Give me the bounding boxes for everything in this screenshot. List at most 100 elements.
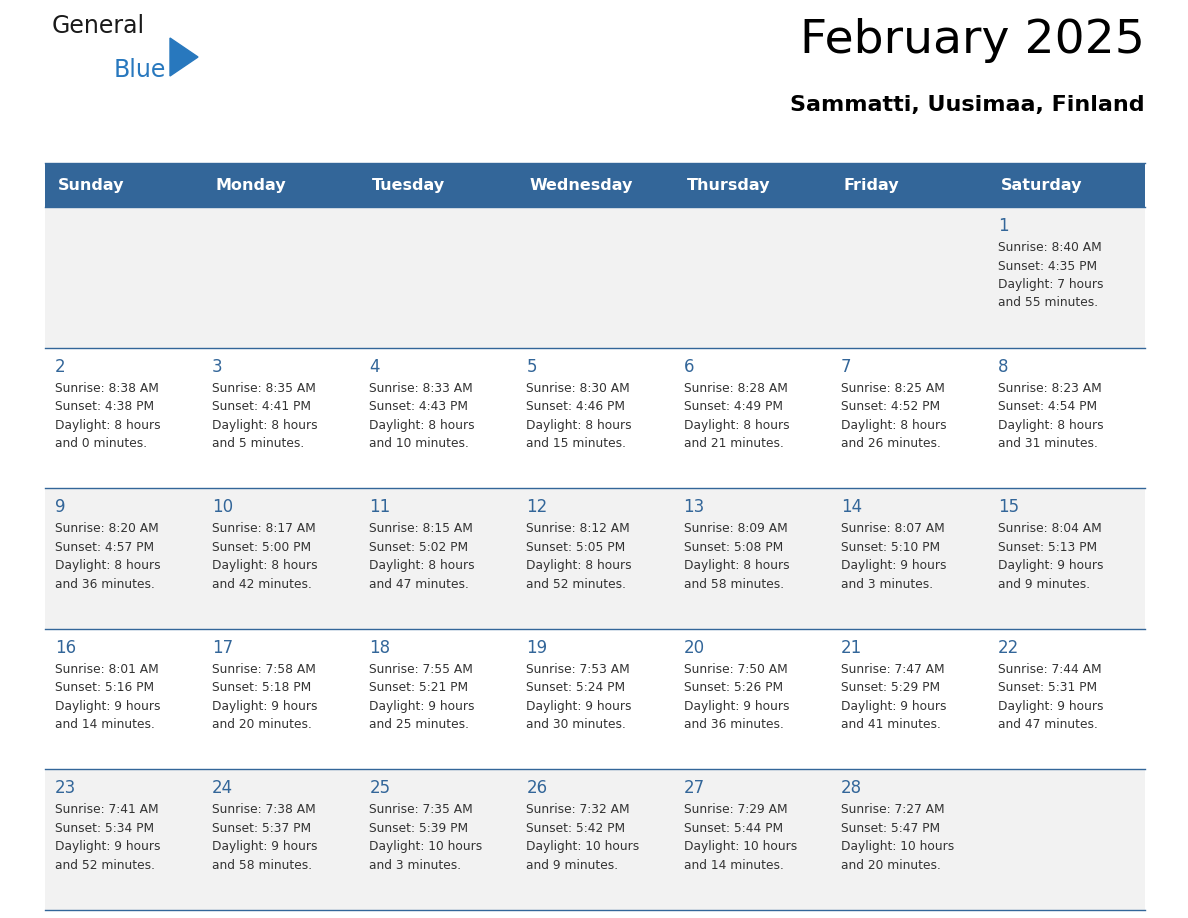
Bar bbox=[45, 488, 1145, 629]
Text: Sunset: 5:47 PM: Sunset: 5:47 PM bbox=[841, 822, 940, 834]
Text: Sunset: 4:57 PM: Sunset: 4:57 PM bbox=[55, 541, 154, 554]
Text: Sunset: 5:18 PM: Sunset: 5:18 PM bbox=[213, 681, 311, 694]
Text: Sunset: 5:42 PM: Sunset: 5:42 PM bbox=[526, 822, 626, 834]
Text: Sunset: 5:39 PM: Sunset: 5:39 PM bbox=[369, 822, 468, 834]
Text: Daylight: 9 hours: Daylight: 9 hours bbox=[55, 700, 160, 712]
Text: Sunset: 4:49 PM: Sunset: 4:49 PM bbox=[683, 400, 783, 413]
Text: Daylight: 8 hours: Daylight: 8 hours bbox=[841, 419, 947, 431]
Text: Daylight: 8 hours: Daylight: 8 hours bbox=[213, 419, 317, 431]
Text: Daylight: 9 hours: Daylight: 9 hours bbox=[998, 700, 1104, 712]
Text: 1: 1 bbox=[998, 217, 1009, 235]
Text: Daylight: 8 hours: Daylight: 8 hours bbox=[998, 419, 1104, 431]
Text: Daylight: 8 hours: Daylight: 8 hours bbox=[55, 559, 160, 572]
Text: Sunrise: 8:35 AM: Sunrise: 8:35 AM bbox=[213, 382, 316, 395]
Text: Sunrise: 7:50 AM: Sunrise: 7:50 AM bbox=[683, 663, 788, 676]
Text: Daylight: 9 hours: Daylight: 9 hours bbox=[683, 700, 789, 712]
Text: and 52 minutes.: and 52 minutes. bbox=[526, 577, 626, 590]
Text: February 2025: February 2025 bbox=[801, 18, 1145, 63]
Text: Sunrise: 7:44 AM: Sunrise: 7:44 AM bbox=[998, 663, 1101, 676]
Bar bbox=[45, 769, 1145, 910]
Text: Sunrise: 7:55 AM: Sunrise: 7:55 AM bbox=[369, 663, 473, 676]
Text: and 3 minutes.: and 3 minutes. bbox=[841, 577, 933, 590]
Text: Friday: Friday bbox=[843, 177, 899, 193]
Bar bbox=[45, 207, 1145, 348]
Text: and 41 minutes.: and 41 minutes. bbox=[841, 718, 941, 732]
Text: Sunset: 5:21 PM: Sunset: 5:21 PM bbox=[369, 681, 468, 694]
Text: and 0 minutes.: and 0 minutes. bbox=[55, 437, 147, 450]
Text: Sunset: 5:16 PM: Sunset: 5:16 PM bbox=[55, 681, 154, 694]
Text: and 55 minutes.: and 55 minutes. bbox=[998, 297, 1098, 309]
Text: 9: 9 bbox=[55, 498, 65, 516]
Text: Sunrise: 8:30 AM: Sunrise: 8:30 AM bbox=[526, 382, 630, 395]
Text: Sunrise: 8:38 AM: Sunrise: 8:38 AM bbox=[55, 382, 159, 395]
Text: and 15 minutes.: and 15 minutes. bbox=[526, 437, 626, 450]
Text: Daylight: 10 hours: Daylight: 10 hours bbox=[369, 840, 482, 854]
Text: and 36 minutes.: and 36 minutes. bbox=[683, 718, 783, 732]
Text: 4: 4 bbox=[369, 358, 380, 375]
Text: 8: 8 bbox=[998, 358, 1009, 375]
Text: Sunrise: 8:09 AM: Sunrise: 8:09 AM bbox=[683, 522, 788, 535]
Text: and 21 minutes.: and 21 minutes. bbox=[683, 437, 783, 450]
Text: Daylight: 8 hours: Daylight: 8 hours bbox=[683, 559, 789, 572]
Text: Blue: Blue bbox=[114, 58, 166, 82]
Text: Daylight: 10 hours: Daylight: 10 hours bbox=[526, 840, 639, 854]
Text: Daylight: 8 hours: Daylight: 8 hours bbox=[55, 419, 160, 431]
Text: and 58 minutes.: and 58 minutes. bbox=[213, 859, 312, 872]
Text: Sunrise: 7:32 AM: Sunrise: 7:32 AM bbox=[526, 803, 630, 816]
Text: 14: 14 bbox=[841, 498, 861, 516]
Text: Sunset: 4:41 PM: Sunset: 4:41 PM bbox=[213, 400, 311, 413]
Text: 15: 15 bbox=[998, 498, 1019, 516]
Polygon shape bbox=[170, 38, 198, 76]
Text: and 26 minutes.: and 26 minutes. bbox=[841, 437, 941, 450]
Text: Sunrise: 7:47 AM: Sunrise: 7:47 AM bbox=[841, 663, 944, 676]
Text: Daylight: 10 hours: Daylight: 10 hours bbox=[683, 840, 797, 854]
Text: and 9 minutes.: and 9 minutes. bbox=[998, 577, 1089, 590]
Text: Sunset: 5:29 PM: Sunset: 5:29 PM bbox=[841, 681, 940, 694]
Text: Sunset: 5:00 PM: Sunset: 5:00 PM bbox=[213, 541, 311, 554]
Text: and 31 minutes.: and 31 minutes. bbox=[998, 437, 1098, 450]
Text: Sunrise: 8:28 AM: Sunrise: 8:28 AM bbox=[683, 382, 788, 395]
Text: Daylight: 8 hours: Daylight: 8 hours bbox=[526, 559, 632, 572]
Text: Daylight: 9 hours: Daylight: 9 hours bbox=[526, 700, 632, 712]
Text: Sunrise: 8:01 AM: Sunrise: 8:01 AM bbox=[55, 663, 159, 676]
Text: Sunrise: 8:12 AM: Sunrise: 8:12 AM bbox=[526, 522, 630, 535]
Text: 3: 3 bbox=[213, 358, 223, 375]
Text: and 10 minutes.: and 10 minutes. bbox=[369, 437, 469, 450]
Bar bbox=[988, 163, 1145, 207]
Text: 17: 17 bbox=[213, 639, 233, 656]
Text: 7: 7 bbox=[841, 358, 852, 375]
Text: and 58 minutes.: and 58 minutes. bbox=[683, 577, 784, 590]
Text: and 3 minutes.: and 3 minutes. bbox=[369, 859, 461, 872]
Text: 24: 24 bbox=[213, 779, 233, 798]
Text: and 36 minutes.: and 36 minutes. bbox=[55, 577, 154, 590]
Text: Sunrise: 7:41 AM: Sunrise: 7:41 AM bbox=[55, 803, 159, 816]
Text: Daylight: 9 hours: Daylight: 9 hours bbox=[213, 840, 317, 854]
Text: 2: 2 bbox=[55, 358, 65, 375]
Text: Daylight: 9 hours: Daylight: 9 hours bbox=[213, 700, 317, 712]
Text: Monday: Monday bbox=[215, 177, 286, 193]
Text: and 14 minutes.: and 14 minutes. bbox=[55, 718, 154, 732]
Text: Sunrise: 7:27 AM: Sunrise: 7:27 AM bbox=[841, 803, 944, 816]
Bar bbox=[674, 163, 830, 207]
Text: Sunset: 5:24 PM: Sunset: 5:24 PM bbox=[526, 681, 626, 694]
Text: Daylight: 8 hours: Daylight: 8 hours bbox=[683, 419, 789, 431]
Bar bbox=[830, 163, 988, 207]
Text: Daylight: 10 hours: Daylight: 10 hours bbox=[841, 840, 954, 854]
Text: Sunset: 5:05 PM: Sunset: 5:05 PM bbox=[526, 541, 626, 554]
Text: Sunset: 5:31 PM: Sunset: 5:31 PM bbox=[998, 681, 1097, 694]
Text: and 25 minutes.: and 25 minutes. bbox=[369, 718, 469, 732]
Text: Sunrise: 8:33 AM: Sunrise: 8:33 AM bbox=[369, 382, 473, 395]
Text: 20: 20 bbox=[683, 639, 704, 656]
Text: Sunday: Sunday bbox=[58, 177, 125, 193]
Text: 13: 13 bbox=[683, 498, 704, 516]
Text: Sunrise: 8:25 AM: Sunrise: 8:25 AM bbox=[841, 382, 944, 395]
Text: Sunset: 5:34 PM: Sunset: 5:34 PM bbox=[55, 822, 154, 834]
Text: and 47 minutes.: and 47 minutes. bbox=[998, 718, 1098, 732]
Text: Sunset: 4:35 PM: Sunset: 4:35 PM bbox=[998, 260, 1097, 273]
Text: 26: 26 bbox=[526, 779, 548, 798]
Bar bbox=[359, 163, 517, 207]
Text: Sunset: 5:02 PM: Sunset: 5:02 PM bbox=[369, 541, 468, 554]
Text: 19: 19 bbox=[526, 639, 548, 656]
Text: Sunrise: 8:40 AM: Sunrise: 8:40 AM bbox=[998, 241, 1101, 254]
Text: Sunset: 5:44 PM: Sunset: 5:44 PM bbox=[683, 822, 783, 834]
